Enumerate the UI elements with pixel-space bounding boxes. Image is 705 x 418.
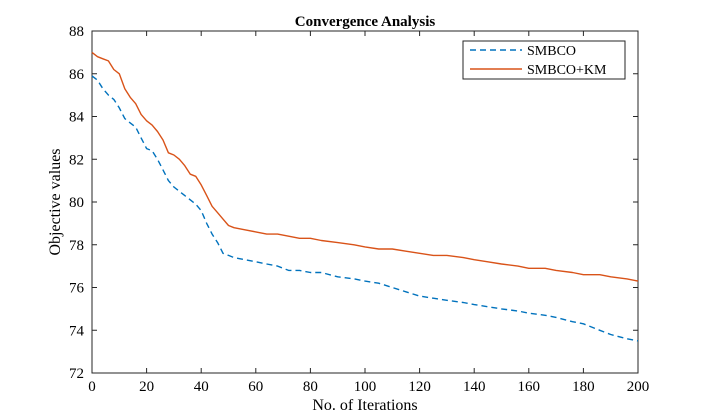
legend-box — [462, 40, 626, 80]
y-tick-label: 72 — [69, 366, 84, 382]
y-tick-label: 80 — [69, 195, 84, 211]
x-tick-label: 160 — [518, 379, 541, 395]
series-line-smbco — [91, 75, 639, 342]
y-tick-label: 78 — [69, 238, 84, 254]
x-tick-label: 140 — [463, 379, 486, 395]
series-lines — [91, 51, 639, 342]
legend: SMBCO SMBCO+KM — [462, 40, 626, 80]
y-tick-label: 84 — [69, 110, 85, 126]
x-tick-label: 60 — [248, 379, 263, 395]
plot-area — [91, 30, 639, 374]
x-tick-label: 120 — [408, 379, 431, 395]
y-tick-label: 88 — [69, 24, 84, 40]
y-axis-label: Objective values — [47, 148, 64, 255]
tick-marks — [91, 30, 639, 374]
legend-label-smbco: SMBCO — [527, 44, 576, 59]
x-tick-label: 100 — [354, 379, 377, 395]
x-tick-label: 20 — [139, 379, 154, 395]
y-tick-label: 82 — [69, 152, 84, 168]
legend-label-smbco-km: SMBCO+KM — [527, 63, 607, 78]
y-tick-label: 74 — [69, 323, 85, 339]
y-tick-label: 76 — [69, 281, 85, 297]
x-tick-label: 0 — [88, 379, 96, 395]
y-tick-label: 86 — [69, 67, 85, 83]
x-tick-label: 180 — [572, 379, 595, 395]
tick-labels: 0 20 40 60 80 100 120 140 160 180 200 72 74 76 78 80 82 8… — [69, 24, 649, 395]
chart-title: Convergence Analysis — [295, 14, 436, 30]
x-tick-label: 40 — [194, 379, 209, 395]
x-axis-label: No. of Iterations — [312, 397, 417, 414]
series-line-smbco-km — [91, 51, 639, 282]
x-tick-label: 200 — [627, 379, 650, 395]
x-tick-label: 80 — [303, 379, 318, 395]
